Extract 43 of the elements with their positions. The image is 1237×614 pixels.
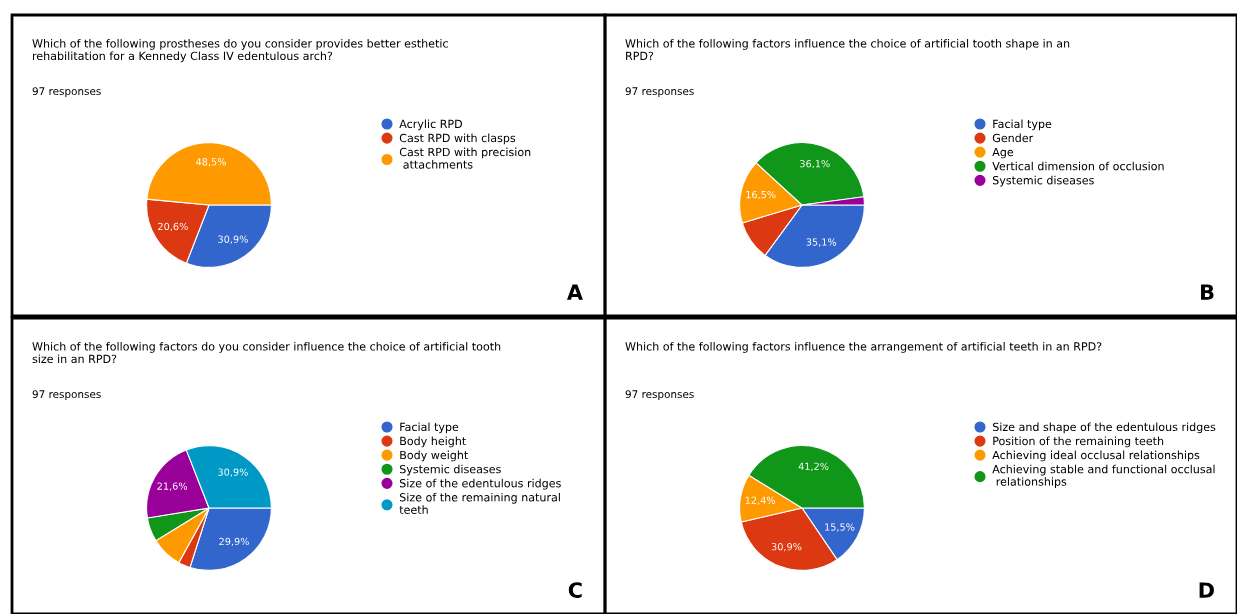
text: C: [568, 582, 582, 598]
chart-title: Which of the following prostheses do you consider provides better esthetic rehabilitation for a Kennedy Class IV edentulous arch?: [32, 39, 448, 63]
data-label: 48,5%: [196, 158, 226, 167]
legend-label: Acrylic RPD: [399, 119, 463, 131]
legend-label: Size of the remaining natural teeth: [399, 492, 560, 514]
chart-subtitle: 97 responses: [32, 390, 101, 401]
data-label: 12,4%: [745, 496, 776, 505]
legend-label: Achieving ideal occlusal relationships: [992, 450, 1200, 462]
chart-subtitle: 97 responses: [625, 390, 694, 401]
data-label: 30,9%: [218, 468, 248, 477]
chart-subtitle: 97 responses: [625, 87, 694, 98]
data-label: 30,9%: [218, 235, 248, 244]
chart-title: Which of the following factors influence the choice of artificial tooth shape in an RPD?: [625, 39, 1070, 60]
legend-label: Size and shape of the edentulous ridges: [992, 422, 1216, 434]
data-label: 41,2%: [798, 462, 829, 471]
legend-label: Vertical dimension of occlusion: [992, 161, 1164, 171]
legend-label: Age: [992, 147, 1014, 159]
legend-label: Gender: [992, 133, 1034, 143]
text: A: [566, 284, 583, 300]
data-label: 36,1%: [800, 160, 830, 169]
legend-label: Position of the remaining teeth: [993, 436, 1164, 448]
data-label: 15,5%: [825, 523, 855, 532]
data-label: 16,5%: [746, 190, 776, 200]
legend-label: Size of the edentulous ridges: [399, 478, 561, 490]
text: B: [1201, 284, 1214, 300]
data-label: 30,9%: [771, 542, 802, 552]
chart-subtitle: 97 responses: [32, 87, 101, 98]
data-label: 20,6%: [158, 222, 188, 232]
data-label: 35,1%: [806, 238, 837, 247]
legend-label: Body height: [400, 436, 466, 448]
legend-label: Cast RPD with clasps: [399, 133, 516, 145]
legend-label: Systemic diseases: [399, 464, 501, 476]
legend-label: Body weight: [400, 450, 468, 462]
legend-label: Achieving stable and functional occlusal relationships: [992, 464, 1215, 488]
legend-label: Cast RPD with precision attachments: [399, 147, 531, 169]
data-label: 29,9%: [219, 537, 249, 547]
legend-label: Facial type: [400, 422, 459, 434]
legend-label: Systemic diseases: [992, 175, 1094, 187]
chart-title: Which of the following factors influence the arrangement of artificial teeth in an RPD?: [625, 342, 1102, 353]
data-label: 21,6%: [157, 482, 188, 491]
chart-title: Which of the following factors do you consider influence the choice of artificial tooth size in an RPD?: [32, 342, 501, 364]
text: D: [1199, 582, 1214, 598]
legend-label: Facial type: [993, 119, 1052, 131]
